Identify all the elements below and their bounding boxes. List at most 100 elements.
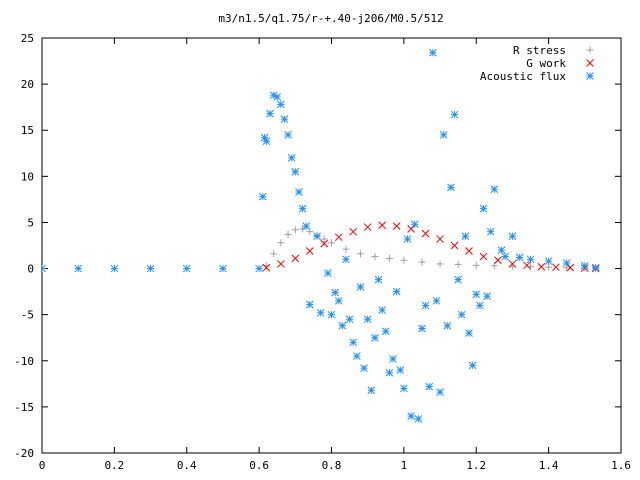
data-point bbox=[258, 192, 267, 201]
x-tick-label: 0.2 bbox=[104, 459, 124, 472]
y-tick-label: 10 bbox=[21, 170, 34, 183]
legend-marker bbox=[586, 59, 594, 67]
data-point bbox=[320, 239, 329, 248]
data-point bbox=[501, 252, 510, 261]
data-point bbox=[526, 255, 535, 264]
data-point bbox=[515, 253, 524, 262]
data-point bbox=[219, 264, 227, 273]
x-tick-label: 1.6 bbox=[611, 459, 631, 472]
data-point bbox=[295, 188, 303, 196]
data-point bbox=[313, 232, 321, 241]
data-point bbox=[421, 229, 430, 238]
data-point bbox=[591, 263, 600, 272]
data-point bbox=[396, 366, 405, 374]
data-point bbox=[461, 232, 470, 241]
data-point bbox=[276, 260, 285, 268]
data-point bbox=[284, 130, 292, 139]
legend-label: Acoustic flux bbox=[480, 70, 566, 83]
data-point bbox=[418, 324, 426, 333]
data-point bbox=[457, 310, 466, 319]
data-point bbox=[287, 154, 296, 162]
data-point bbox=[291, 167, 300, 176]
data-point bbox=[291, 226, 299, 234]
data-point bbox=[42, 264, 46, 273]
data-point bbox=[356, 283, 365, 291]
data-point bbox=[436, 235, 444, 243]
data-point bbox=[349, 338, 358, 347]
x-tick-label: 0.8 bbox=[322, 459, 342, 472]
data-point bbox=[363, 223, 372, 231]
data-point bbox=[443, 321, 452, 330]
legend-label: G work bbox=[526, 57, 566, 70]
data-point bbox=[472, 290, 481, 299]
data-point bbox=[338, 321, 347, 330]
y-tick-label: -20 bbox=[14, 447, 34, 460]
x-tick-label: 1.4 bbox=[539, 459, 559, 472]
data-point bbox=[545, 263, 553, 271]
plot-area bbox=[42, 48, 600, 423]
data-point bbox=[110, 264, 119, 273]
data-point bbox=[523, 261, 531, 270]
y-tick-label: 5 bbox=[27, 216, 34, 229]
y-tick-label: 15 bbox=[21, 124, 34, 137]
data-point bbox=[378, 306, 387, 314]
data-point bbox=[360, 364, 368, 373]
data-point bbox=[454, 260, 462, 268]
y-tick-label: 20 bbox=[21, 78, 34, 91]
data-point bbox=[367, 386, 376, 395]
data-point bbox=[450, 110, 459, 119]
data-point bbox=[378, 221, 387, 230]
data-point bbox=[508, 260, 517, 268]
data-point bbox=[255, 264, 263, 273]
data-point bbox=[432, 296, 441, 305]
data-point bbox=[262, 263, 271, 272]
data-point bbox=[320, 235, 328, 243]
data-point bbox=[363, 315, 372, 324]
data-point bbox=[305, 247, 314, 255]
data-point bbox=[262, 137, 271, 146]
x-tick-label: 0.4 bbox=[177, 459, 197, 472]
data-point bbox=[331, 288, 339, 297]
data-point bbox=[490, 185, 499, 194]
data-point bbox=[497, 246, 506, 254]
data-point bbox=[352, 352, 361, 361]
data-point bbox=[465, 329, 473, 337]
data-point bbox=[371, 333, 379, 342]
data-point bbox=[273, 93, 282, 101]
data-point bbox=[284, 230, 292, 238]
x-tick-label: 0.6 bbox=[249, 459, 269, 472]
data-point bbox=[392, 287, 401, 296]
data-point bbox=[291, 254, 300, 263]
data-point bbox=[328, 239, 335, 247]
data-point bbox=[566, 263, 575, 272]
data-point bbox=[580, 261, 589, 270]
data-point bbox=[182, 264, 191, 273]
data-point bbox=[305, 300, 314, 309]
data-point bbox=[327, 310, 336, 319]
data-point bbox=[476, 301, 484, 310]
y-tick-label: -10 bbox=[14, 355, 34, 368]
data-point bbox=[494, 256, 502, 265]
data-point bbox=[270, 250, 278, 258]
data-point bbox=[356, 250, 364, 258]
y-tick-label: 25 bbox=[21, 32, 34, 45]
x-tick-label: 0 bbox=[39, 459, 46, 472]
data-point bbox=[403, 235, 412, 243]
data-point bbox=[436, 260, 444, 268]
data-point bbox=[299, 225, 307, 233]
data-point bbox=[374, 275, 383, 284]
data-point bbox=[276, 100, 285, 109]
data-point bbox=[479, 252, 488, 261]
data-point bbox=[407, 412, 415, 420]
data-point bbox=[298, 204, 307, 213]
data-point bbox=[468, 361, 477, 370]
data-point bbox=[425, 382, 434, 391]
data-point bbox=[418, 258, 426, 266]
data-point bbox=[552, 263, 560, 272]
data-point bbox=[74, 264, 83, 273]
x-tick-label: 1.2 bbox=[466, 459, 486, 472]
data-point bbox=[400, 256, 408, 264]
data-point bbox=[483, 292, 491, 301]
data-point bbox=[385, 368, 394, 377]
